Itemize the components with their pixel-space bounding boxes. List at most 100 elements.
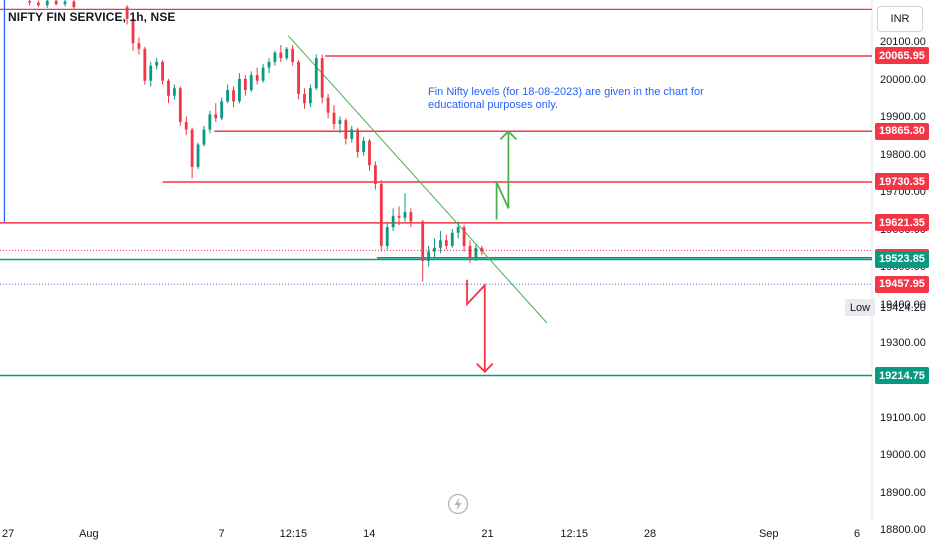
x-tick-label: 6 (854, 528, 861, 540)
candle-body-53 (403, 212, 407, 218)
arrow-path-0 (495, 131, 510, 220)
x-tick-label: 28 (643, 528, 657, 540)
candle-body-58 (439, 240, 442, 248)
price-tag-6: 19457.95 (875, 275, 929, 293)
candle-body-24 (232, 90, 235, 102)
arrow-path-1 (466, 279, 486, 372)
candle-body-37 (308, 88, 312, 104)
candle-body-7 (131, 18, 135, 44)
candle-body-26 (243, 78, 247, 91)
y-tick-label: 19100.00 (880, 411, 926, 424)
price-tag-0: 20065.95 (875, 47, 929, 65)
candle-body-36 (303, 93, 306, 104)
candle-body-43 (344, 120, 348, 139)
candle-body-52 (397, 215, 401, 218)
price-tag-7: 19214.75 (875, 367, 929, 385)
candle-body-41 (332, 112, 336, 124)
candle-body-47 (368, 140, 371, 166)
y-tick-label: 19800.00 (880, 148, 926, 161)
candle-body-44 (350, 129, 354, 139)
candle-body-16 (184, 122, 188, 130)
candle-body-9 (143, 48, 147, 81)
candle-body-34 (291, 48, 295, 62)
x-tick-label: 21 (481, 528, 494, 540)
candle-body-64 (474, 247, 478, 258)
candle-body-51 (391, 215, 395, 228)
candle-body-50 (385, 227, 389, 246)
candle-body-38 (314, 58, 318, 89)
symbol-title[interactable]: NIFTY FIN SERVICE, 1h, NSE (8, 10, 176, 24)
candle-body-59 (444, 240, 448, 246)
candle-body-12 (161, 61, 164, 81)
candle-body-61 (456, 227, 460, 233)
candle-body-19 (202, 129, 206, 145)
x-tick-label: 27 (2, 528, 15, 540)
candle-body-14 (173, 88, 176, 96)
candle-body-54 (409, 212, 413, 222)
candle-body-3 (54, 0, 58, 5)
candle-body-20 (208, 114, 212, 130)
candle-body-25 (238, 78, 241, 102)
candle-body-1 (37, 2, 40, 6)
candle-body-48 (374, 165, 377, 184)
candle-body-39 (320, 58, 324, 98)
x-tick-label: 12:15 (560, 528, 588, 540)
candle-body-17 (190, 129, 194, 168)
candle-body-40 (326, 97, 330, 113)
x-tick-label: Sep (758, 528, 779, 540)
price-tag-1: 19865.30 (875, 122, 929, 140)
price-tag-5: 19523.85 (875, 250, 929, 268)
candle-body-5 (72, 1, 76, 8)
candle-body-33 (285, 48, 289, 59)
x-tick-label: 14 (363, 528, 376, 540)
candle-body-21 (214, 114, 218, 119)
candle-body-57 (433, 247, 436, 252)
candle-body-42 (338, 120, 342, 124)
candle-body-11 (155, 61, 159, 66)
price-tag-2: 19730.35 (875, 173, 929, 191)
y-tick-label: 18900.00 (880, 486, 926, 499)
candle-body-62 (462, 227, 466, 246)
candle-body-8 (137, 43, 141, 49)
lightning-icon[interactable] (447, 493, 469, 515)
candle-body-55 (421, 221, 425, 261)
candle-body-2 (45, 0, 49, 6)
arrow-head-0 (499, 130, 518, 141)
candle-body-65 (480, 247, 484, 252)
candle-body-22 (220, 101, 224, 119)
y-tick-label: 19000.00 (880, 449, 926, 462)
candle-body-18 (196, 144, 200, 168)
candle-body-15 (178, 88, 182, 123)
candle-body-63 (468, 245, 472, 258)
candle-body-60 (450, 232, 454, 246)
y-tick-label: 20000.00 (880, 73, 926, 86)
candle-body-32 (279, 52, 283, 59)
y-tick-label: 19400.00 (880, 298, 926, 311)
arrow-head-1 (476, 363, 494, 373)
candle-body-31 (273, 52, 277, 62)
candle-body-46 (362, 140, 365, 153)
candle-body-29 (261, 67, 265, 81)
price-tag-3: 19621.35 (875, 214, 929, 232)
y-tick-label: 18800.00 (880, 524, 926, 537)
currency-button[interactable]: INR (877, 6, 923, 32)
candle-body-13 (167, 80, 170, 96)
candle-body-28 (255, 75, 259, 81)
annotation-text[interactable]: Fin Nifty levels (for 18-08-2023) are gi… (428, 86, 704, 111)
candle-body-56 (427, 251, 431, 261)
candle-body-0 (28, 1, 31, 3)
candle-body-10 (149, 65, 153, 81)
candle-body-30 (267, 61, 271, 68)
candle-body-49 (379, 183, 383, 246)
candle-body-45 (356, 129, 360, 153)
x-tick-label: 7 (218, 528, 225, 540)
y-tick-label: 19300.00 (880, 336, 926, 349)
y-tick-label: 20100.00 (880, 36, 926, 49)
low-label: Low (845, 299, 875, 316)
candle-body-27 (249, 75, 253, 91)
candle-body-23 (226, 90, 230, 102)
low-value: 19424.20 (880, 301, 926, 314)
x-tick-label: 12:15 (279, 528, 308, 540)
